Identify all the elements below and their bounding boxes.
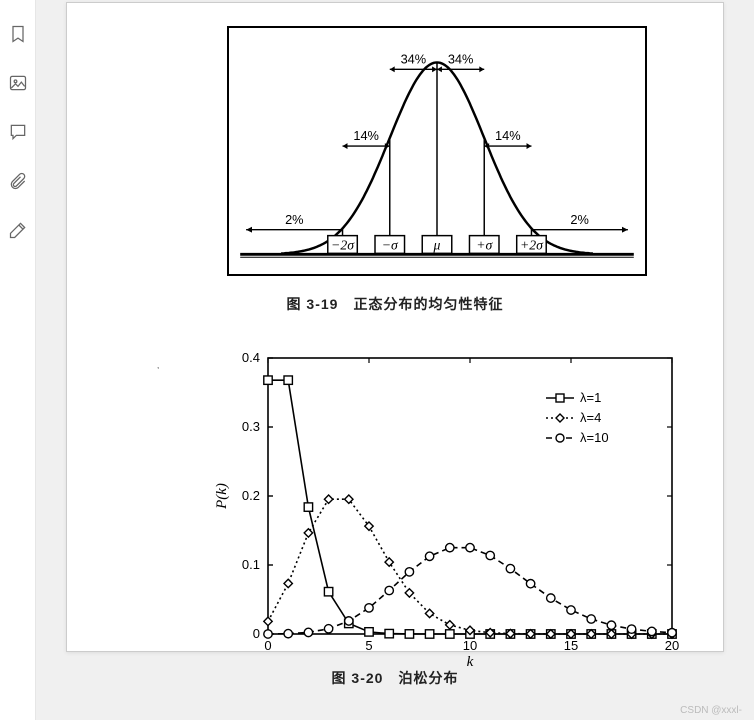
figure-normal-distribution: −2σ −σ μ +σ +2σ 34% 34% 14% 14% 2% 2% (227, 26, 647, 276)
svg-text:λ=1: λ=1 (580, 390, 601, 405)
poisson-svg: 0 0.1 0.2 0.3 0.4 0 5 10 15 20 k P(k) λ=1 λ=4 λ=10 (212, 346, 682, 666)
svg-text:0.3: 0.3 (242, 419, 260, 434)
svg-text:0: 0 (253, 626, 260, 641)
svg-text:λ=4: λ=4 (580, 410, 601, 425)
svg-text:0.1: 0.1 (242, 557, 260, 572)
svg-text:μ: μ (433, 237, 441, 252)
svg-text:0.4: 0.4 (242, 350, 260, 365)
stray-dot: , (157, 361, 159, 370)
vertical-toolbar (0, 0, 36, 720)
svg-text:10: 10 (463, 638, 477, 653)
figure1-caption: 图 3-19 正态分布的均匀性特征 (67, 294, 723, 314)
svg-text:34%: 34% (401, 51, 427, 66)
svg-text:P(k): P(k) (214, 483, 230, 510)
svg-text:k: k (467, 654, 474, 666)
bookmark-icon[interactable] (8, 24, 28, 49)
page-content: −2σ −σ μ +σ +2σ 34% 34% 14% 14% 2% 2% 图 3-19 正态分布… (36, 0, 754, 720)
svg-text:20: 20 (665, 638, 679, 653)
svg-text:0.2: 0.2 (242, 488, 260, 503)
image-icon[interactable] (8, 73, 28, 98)
svg-text:0: 0 (264, 638, 271, 653)
svg-text:14%: 14% (353, 128, 379, 143)
normal-dist-svg: −2σ −σ μ +σ +2σ 34% 34% 14% 14% 2% 2% (229, 28, 645, 274)
comment-icon[interactable] (8, 122, 28, 147)
attachment-icon[interactable] (8, 171, 28, 196)
svg-text:15: 15 (564, 638, 578, 653)
svg-text:34%: 34% (448, 51, 474, 66)
svg-text:λ=10: λ=10 (580, 430, 609, 445)
svg-text:−2σ: −2σ (331, 237, 355, 252)
svg-text:5: 5 (365, 638, 372, 653)
svg-text:2%: 2% (285, 212, 303, 227)
svg-text:2%: 2% (570, 212, 588, 227)
figure-poisson: 0 0.1 0.2 0.3 0.4 0 5 10 15 20 k P(k) λ=1 λ=4 λ=10 (212, 346, 682, 666)
draw-icon[interactable] (8, 220, 28, 245)
svg-text:−σ: −σ (382, 237, 399, 252)
document-page: −2σ −σ μ +σ +2σ 34% 34% 14% 14% 2% 2% 图 3-19 正态分布… (66, 2, 724, 652)
watermark: CSDN @xxxl- (680, 705, 742, 716)
svg-text:+σ: +σ (476, 237, 493, 252)
svg-text:14%: 14% (495, 128, 521, 143)
svg-text:+2σ: +2σ (520, 237, 544, 252)
figure2-caption: 图 3-20 泊松分布 (67, 668, 723, 688)
